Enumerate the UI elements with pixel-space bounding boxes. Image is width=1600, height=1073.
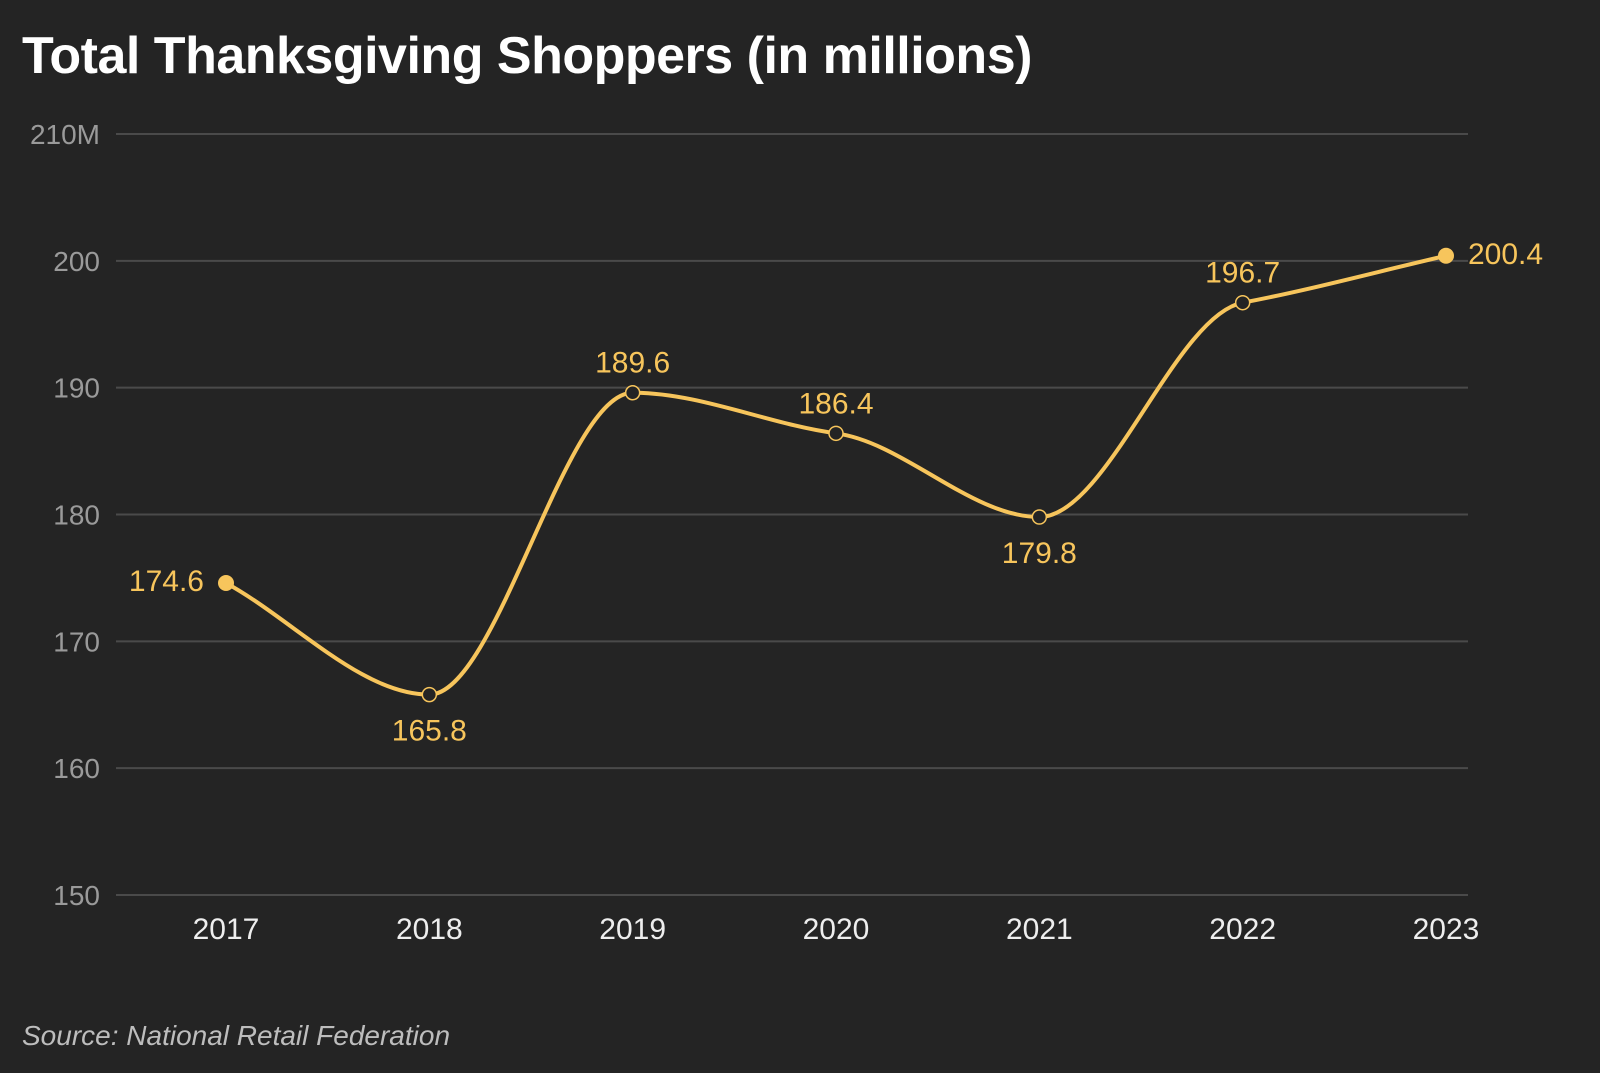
y-tick-label: 160: [53, 753, 100, 784]
chart-title: Total Thanksgiving Shoppers (in millions…: [22, 27, 1032, 85]
x-tick-label: 2017: [193, 913, 260, 946]
data-point: [421, 686, 438, 703]
data-label: 189.6: [595, 347, 670, 380]
x-tick-label: 2022: [1209, 913, 1276, 946]
y-tick-label: 150: [53, 880, 100, 911]
x-axis-ticks: 2017 2018 2019 2020 2021 2022 2023: [193, 913, 1480, 946]
data-label: 186.4: [798, 387, 873, 420]
series-line: [224, 253, 1448, 697]
data-point: [1031, 509, 1048, 525]
data-point: [624, 384, 641, 401]
series-line-layer: [224, 253, 1448, 697]
data-label: 174.6: [129, 565, 204, 598]
data-label: 196.7: [1205, 257, 1280, 290]
y-tick-label: 210M: [30, 119, 100, 150]
x-tick-label: 2018: [396, 913, 463, 946]
x-tick-label: 2023: [1413, 913, 1480, 946]
data-point: [1234, 294, 1251, 311]
y-axis-ticks: 150 160 170 180 190 200 210M: [30, 119, 100, 911]
y-tick-label: 170: [53, 626, 100, 657]
data-label: 165.8: [392, 715, 467, 748]
data-point: [828, 425, 844, 442]
gridlines: [116, 133, 1468, 896]
point-markers: [218, 247, 1454, 703]
source-note: Source: National Retail Federation: [22, 1020, 451, 1051]
x-tick-label: 2020: [803, 913, 870, 946]
y-tick-label: 180: [53, 500, 100, 531]
data-label: 200.4: [1468, 238, 1543, 271]
y-tick-label: 190: [53, 373, 100, 404]
y-tick-label: 200: [53, 246, 100, 277]
data-point: [218, 574, 234, 591]
x-tick-label: 2021: [1006, 913, 1073, 946]
data-point: [1438, 247, 1454, 264]
data-label: 179.8: [1002, 537, 1077, 570]
data-labels: 174.6 165.8 189.6 186.4 179.8 196.7 200.4: [129, 238, 1543, 748]
x-tick-label: 2019: [599, 913, 666, 946]
